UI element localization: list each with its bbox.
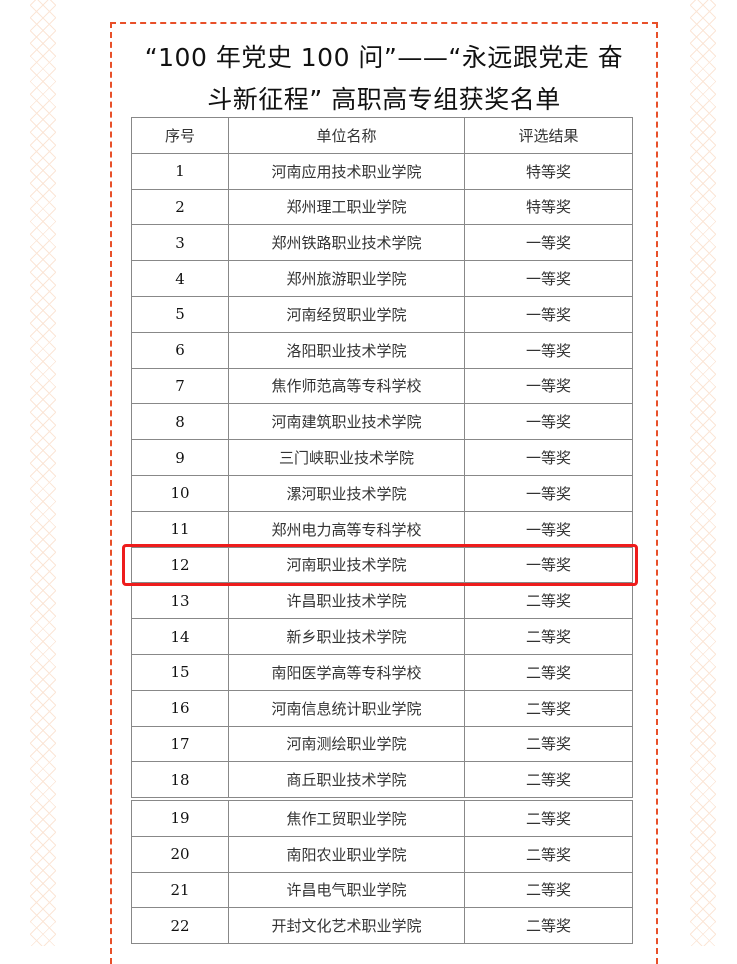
cell-index: 6 (131, 331, 229, 369)
cell-result: 一等奖 (464, 295, 633, 333)
cell-result: 一等奖 (464, 331, 633, 369)
cell-unit-name: 焦作师范高等专科学校 (228, 367, 465, 405)
table-row: 18 商丘职业技术学院 二等奖 (131, 761, 633, 799)
cell-result: 一等奖 (464, 510, 633, 548)
table-row: 15 南阳医学高等专科学校 二等奖 (131, 653, 633, 691)
table-row: 19 焦作工贸职业学院 二等奖 (131, 800, 633, 837)
cell-result: 一等奖 (464, 439, 633, 476)
cell-unit-name: 焦作工贸职业学院 (228, 800, 465, 837)
cell-result: 二等奖 (464, 761, 633, 799)
cell-result: 特等奖 (464, 152, 633, 190)
cell-result: 一等奖 (464, 367, 633, 405)
table-row: 1 河南应用技术职业学院 特等奖 (131, 152, 633, 190)
title-line-1: “100 年党史 100 问”——“永远跟党走 奋 (144, 43, 624, 72)
table-row: 20 南阳农业职业学院 二等奖 (131, 835, 633, 873)
cell-unit-name: 郑州电力高等专科学校 (228, 510, 465, 548)
cell-unit-name: 河南建筑职业技术学院 (228, 403, 465, 441)
awards-table-continued: 19 焦作工贸职业学院 二等奖 20 南阳农业职业学院 二等奖 21 许昌电气职业学院 二等奖 2… (131, 800, 633, 945)
awards-table: 序号 单位名称 评选结果 1 河南应用技术职业学院 特等奖 2 郑州理工职业学院 特等奖 3… (131, 117, 633, 799)
header-unit-name: 单位名称 (228, 117, 465, 154)
table-row: 17 河南测绘职业学院 二等奖 (131, 725, 633, 763)
cell-index: 21 (131, 871, 229, 909)
cell-index: 22 (131, 907, 229, 945)
cell-index: 12 (131, 546, 229, 584)
cell-unit-name: 河南职业技术学院 (228, 546, 465, 584)
table-row: 14 新乡职业技术学院 二等奖 (131, 618, 633, 655)
table-row: 4 郑州旅游职业学院 一等奖 (131, 260, 633, 297)
cell-unit-name: 河南信息统计职业学院 (228, 689, 465, 727)
table-row: 13 许昌职业技术学院 二等奖 (131, 582, 633, 620)
table-row: 6 洛阳职业技术学院 一等奖 (131, 331, 633, 369)
cell-index: 4 (131, 260, 229, 297)
header-result: 评选结果 (464, 117, 633, 154)
cell-index: 10 (131, 474, 229, 512)
cell-index: 16 (131, 689, 229, 727)
table-row: 11 郑州电力高等专科学校 一等奖 (131, 510, 633, 548)
cell-index: 8 (131, 403, 229, 441)
cell-unit-name: 商丘职业技术学院 (228, 761, 465, 799)
cell-unit-name: 河南测绘职业学院 (228, 725, 465, 763)
table-row: 5 河南经贸职业学院 一等奖 (131, 295, 633, 333)
cell-index: 11 (131, 510, 229, 548)
cell-result: 二等奖 (464, 835, 633, 873)
dashed-frame (110, 22, 658, 964)
cell-index: 7 (131, 367, 229, 405)
cell-unit-name: 南阳农业职业学院 (228, 835, 465, 873)
cell-index: 9 (131, 439, 229, 476)
cell-unit-name: 新乡职业技术学院 (228, 618, 465, 655)
cell-unit-name: 郑州铁路职业技术学院 (228, 224, 465, 262)
cell-index: 15 (131, 653, 229, 691)
cell-result: 一等奖 (464, 224, 633, 262)
table-row: 7 焦作师范高等专科学校 一等奖 (131, 367, 633, 405)
left-decorative-pattern (30, 0, 56, 946)
cell-result: 二等奖 (464, 907, 633, 945)
table-header-row: 序号 单位名称 评选结果 (131, 117, 633, 154)
table-row: 16 河南信息统计职业学院 二等奖 (131, 689, 633, 727)
cell-result: 二等奖 (464, 582, 633, 620)
cell-index: 14 (131, 618, 229, 655)
cell-index: 19 (131, 800, 229, 837)
title-line-2: 斗新征程” 高职高专组获奖名单 (207, 85, 561, 114)
cell-unit-name: 南阳医学高等专科学校 (228, 653, 465, 691)
cell-unit-name: 三门峡职业技术学院 (228, 439, 465, 476)
cell-unit-name: 开封文化艺术职业学院 (228, 907, 465, 945)
cell-index: 1 (131, 152, 229, 190)
table-row: 3 郑州铁路职业技术学院 一等奖 (131, 224, 633, 262)
cell-result: 二等奖 (464, 800, 633, 837)
cell-index: 2 (131, 188, 229, 226)
cell-unit-name: 许昌电气职业学院 (228, 871, 465, 909)
header-index: 序号 (131, 117, 229, 154)
cell-result: 一等奖 (464, 403, 633, 441)
table-row: 22 开封文化艺术职业学院 二等奖 (131, 907, 633, 945)
cell-result: 二等奖 (464, 725, 633, 763)
cell-result: 二等奖 (464, 618, 633, 655)
cell-unit-name: 郑州理工职业学院 (228, 188, 465, 226)
cell-index: 13 (131, 582, 229, 620)
right-decorative-pattern (690, 0, 716, 946)
highlight-box (122, 544, 638, 586)
cell-index: 3 (131, 224, 229, 262)
cell-index: 20 (131, 835, 229, 873)
cell-result: 特等奖 (464, 188, 633, 226)
cell-index: 17 (131, 725, 229, 763)
cell-unit-name: 许昌职业技术学院 (228, 582, 465, 620)
table-row: 8 河南建筑职业技术学院 一等奖 (131, 403, 633, 441)
cell-unit-name: 洛阳职业技术学院 (228, 331, 465, 369)
cell-result: 一等奖 (464, 260, 633, 297)
cell-index: 18 (131, 761, 229, 799)
cell-unit-name: 河南经贸职业学院 (228, 295, 465, 333)
cell-result: 一等奖 (464, 474, 633, 512)
cell-unit-name: 漯河职业技术学院 (228, 474, 465, 512)
table-row: 2 郑州理工职业学院 特等奖 (131, 188, 633, 226)
cell-index: 5 (131, 295, 229, 333)
cell-unit-name: 河南应用技术职业学院 (228, 152, 465, 190)
table-row: 10 漯河职业技术学院 一等奖 (131, 474, 633, 512)
table-row: 9 三门峡职业技术学院 一等奖 (131, 439, 633, 476)
table-row: 21 许昌电气职业学院 二等奖 (131, 871, 633, 909)
cell-result: 二等奖 (464, 653, 633, 691)
cell-result: 二等奖 (464, 689, 633, 727)
cell-result: 二等奖 (464, 871, 633, 909)
cell-unit-name: 郑州旅游职业学院 (228, 260, 465, 297)
